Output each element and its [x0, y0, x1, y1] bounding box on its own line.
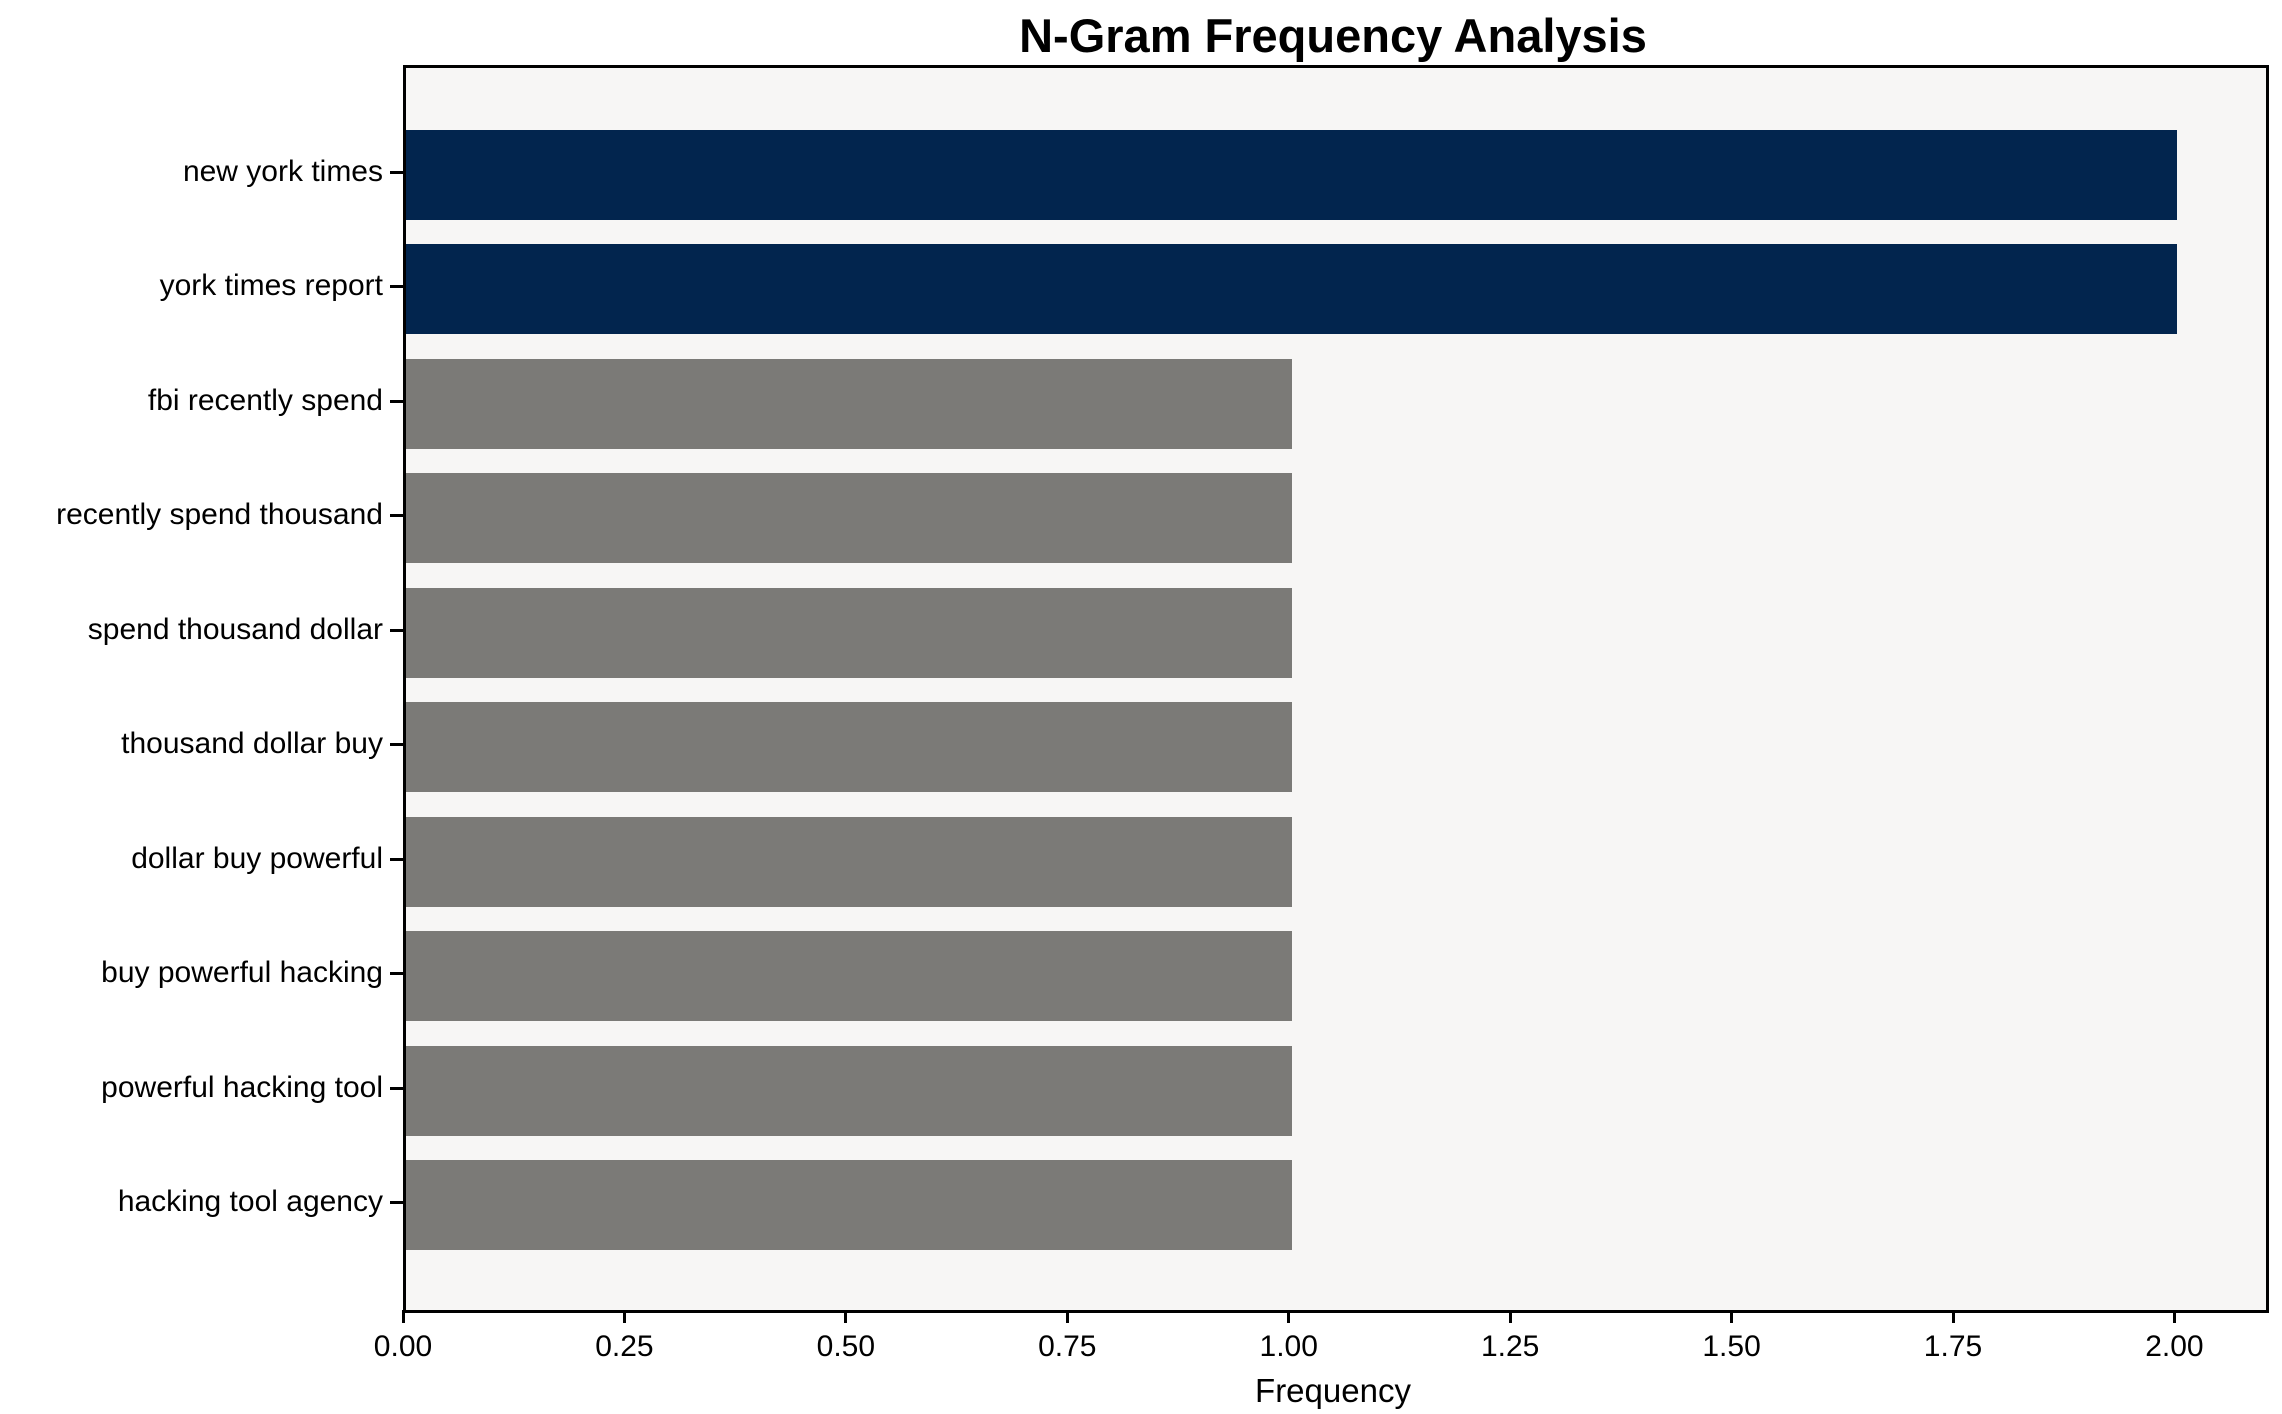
y-tick-label: fbi recently spend [147, 383, 383, 417]
y-tick-mark [390, 171, 403, 174]
bar-spend-thousand-dollar [406, 587, 1292, 678]
bar-new-york-times [406, 130, 2178, 220]
x-axis-label: Frequency [1255, 1372, 1411, 1409]
y-tick-label: buy powerful hacking [101, 956, 383, 990]
y-tick-mark [390, 1201, 403, 1205]
x-tick-mark [622, 1310, 626, 1323]
x-tick-mark [844, 1310, 848, 1323]
y-tick-label: powerful hacking tool [101, 1070, 383, 1104]
y-tick-mark [390, 285, 403, 289]
bar-hacking-tool-agency [406, 1160, 1292, 1251]
x-tick-mark [1730, 1310, 1734, 1323]
bar-recently-spend-thousand [406, 473, 1292, 564]
y-tick-label: spend thousand dollar [87, 612, 383, 646]
x-tick-mark [2172, 1310, 2176, 1323]
y-tick-label: dollar buy powerful [131, 841, 383, 875]
x-tick-mark [1508, 1310, 1512, 1323]
y-tick-mark [390, 514, 403, 518]
x-tick-label: 2.00 [2145, 1330, 2204, 1363]
chart-title: N-Gram Frequency Analysis [1019, 9, 1647, 62]
x-tick-label: 1.50 [1702, 1330, 1761, 1363]
y-tick-mark [390, 857, 403, 861]
bar-fbi-recently-spend [406, 358, 1292, 449]
x-tick-mark [401, 1310, 405, 1323]
bar-buy-powerful-hacking [406, 931, 1292, 1022]
x-tick-mark [1951, 1310, 1955, 1323]
x-tick-label: 1.25 [1480, 1330, 1540, 1363]
y-tick-mark [390, 628, 403, 632]
y-tick-label: new york times [182, 155, 383, 188]
y-tick-label: thousand dollar buy [121, 727, 383, 761]
y-tick-mark [390, 399, 403, 403]
x-tick-label: 1.00 [1259, 1330, 1318, 1363]
y-tick-label: hacking tool agency [117, 1185, 383, 1219]
y-tick-label: york times report [159, 269, 383, 303]
y-tick-mark [390, 1086, 403, 1090]
y-tick-mark [390, 743, 403, 747]
y-tick-mark [390, 972, 403, 976]
bar-dollar-buy-powerful [406, 816, 1292, 907]
y-tick-label: recently spend thousand [56, 498, 383, 532]
bar-york-times-report [406, 244, 2178, 335]
bar-powerful-hacking-tool [406, 1045, 1292, 1136]
bar-thousand-dollar-buy [406, 702, 1292, 793]
x-tick-label: 0.25 [595, 1330, 654, 1363]
x-tick-mark [1287, 1310, 1291, 1323]
plot-area [403, 65, 2269, 1313]
x-tick-label: 1.75 [1923, 1330, 1983, 1363]
x-tick-label: 0.00 [373, 1330, 433, 1363]
x-tick-mark [1065, 1310, 1069, 1323]
x-tick-label: 0.50 [816, 1330, 876, 1363]
x-tick-label: 0.75 [1038, 1330, 1097, 1363]
